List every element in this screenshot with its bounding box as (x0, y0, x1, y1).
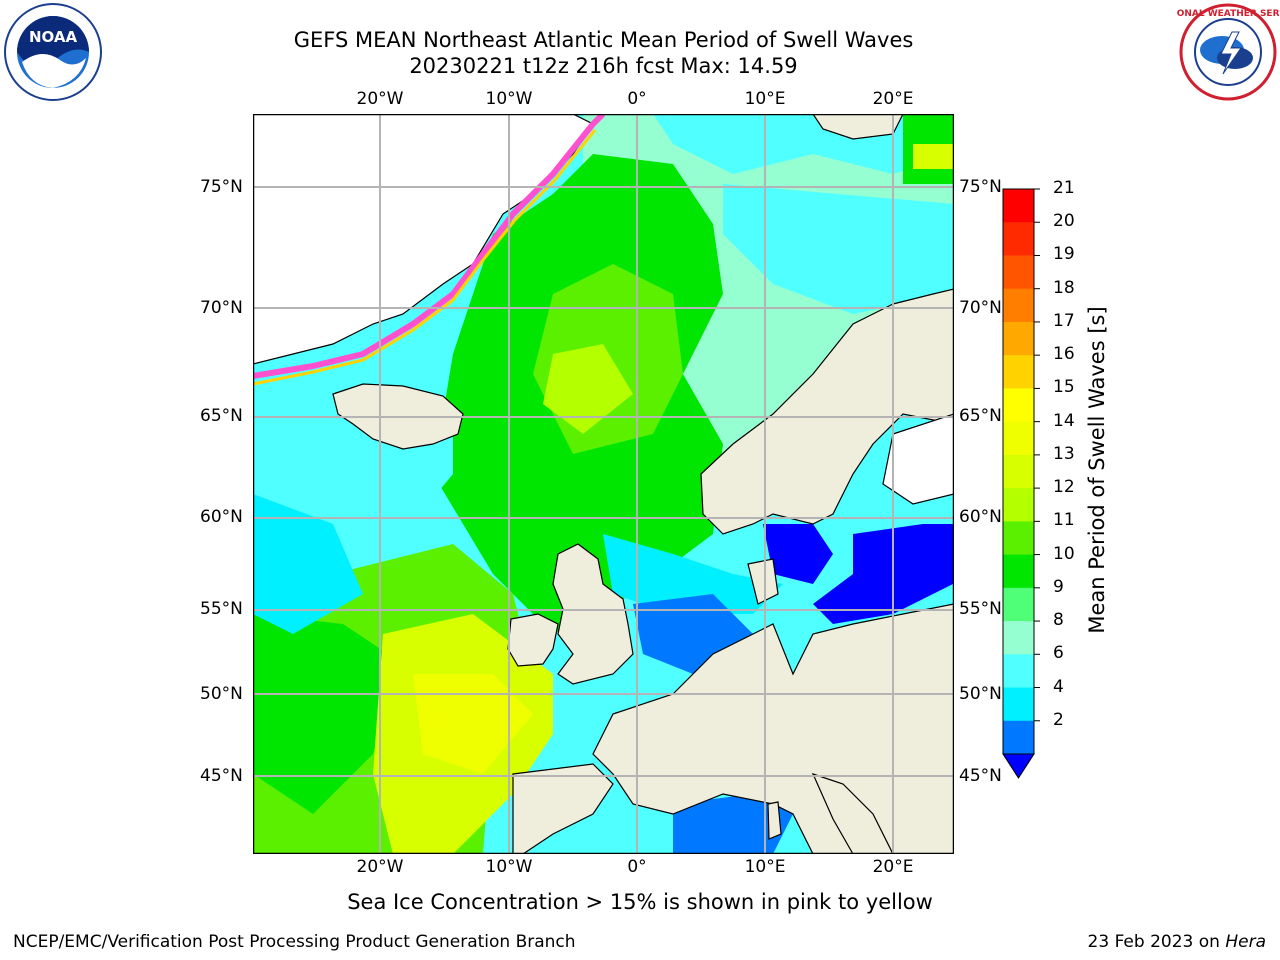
sea-ice-edge-inner (253, 129, 597, 386)
lat-label-left: 75°N (200, 177, 243, 197)
colorbar-label: Mean Period of Swell Waves [s] (1085, 306, 1109, 634)
colorbar-tick-label: 16 (1053, 344, 1075, 365)
lon-label-top: 20°E (872, 89, 914, 109)
lat-label-left: 55°N (200, 599, 243, 619)
colorbar-tick-label: 11 (1053, 510, 1075, 531)
footer-credit: NCEP/EMC/Verification Post Processing Pr… (13, 932, 576, 952)
lat-label-left: 45°N (200, 766, 243, 786)
colorbar-under-arrow (1002, 753, 1035, 779)
lat-label-right: 70°N (959, 298, 1002, 318)
footer-date-text: 23 Feb 2023 on (1087, 932, 1226, 952)
map-frame (253, 114, 954, 854)
lat-label-right: 65°N (959, 406, 1002, 426)
lat-label-right: 45°N (959, 766, 1002, 786)
colorbar-band (1003, 621, 1034, 655)
lon-label-top: 10°E (744, 89, 786, 109)
colorbar-tick-label: 8 (1053, 610, 1064, 631)
swell-period-field (253, 114, 954, 854)
colorbar-tick-label: 18 (1053, 277, 1075, 298)
lon-label-top: 0° (627, 89, 647, 109)
lat-label-left: 70°N (200, 298, 243, 318)
colorbar-tick-label: 6 (1053, 643, 1064, 664)
colorbar-tick-label: 2 (1053, 709, 1064, 730)
colorbar-band (1003, 554, 1034, 589)
colorbar-band (1003, 720, 1034, 755)
colorbar-band (1003, 521, 1034, 556)
colorbar-band (1003, 687, 1034, 722)
footer-host: Hera (1225, 932, 1266, 952)
colorbar-band (1003, 388, 1034, 423)
footer-date: 23 Feb 2023 on Hera (1088, 932, 1266, 952)
lon-label-top: 10°W (485, 89, 533, 109)
lon-label-bottom: 10°E (744, 857, 786, 877)
lon-label-bottom: 20°W (356, 857, 404, 877)
colorbar-tick-label: 17 (1053, 310, 1075, 331)
colorbar-tick-label: 20 (1053, 211, 1075, 232)
lon-label-top: 20°W (356, 89, 404, 109)
colorbar-tick-label: 10 (1053, 543, 1075, 564)
colorbar-tick-label: 4 (1053, 676, 1064, 697)
colorbar-frame (1002, 188, 1035, 755)
colorbar-band (1003, 454, 1034, 489)
sea-ice-note: Sea Ice Concentration > 15% is shown in … (347, 890, 933, 914)
noaa-logo: NOAA (4, 3, 102, 101)
nws-logo: NATIONAL WEATHER SERVICE (1177, 3, 1279, 101)
colorbar-tick-label: 15 (1053, 377, 1075, 398)
colorbar-band (1003, 488, 1034, 522)
chart-title: GEFS MEAN Northeast Atlantic Mean Period… (293, 28, 914, 52)
map-panel (253, 114, 954, 854)
colorbar-tick-label: 21 (1053, 178, 1075, 198)
lon-label-bottom: 10°W (485, 857, 533, 877)
colorbar-band (1003, 321, 1034, 356)
sea-ice-edge (253, 114, 606, 379)
lat-label-right: 55°N (959, 599, 1002, 619)
chart-subtitle: 20230221 t12z 216h fcst Max: 14.59 (409, 54, 798, 78)
colorbar-band (1003, 288, 1034, 323)
colorbar-tick-label: 9 (1053, 576, 1064, 597)
colorbar-band (1003, 587, 1034, 622)
colorbar-band (1003, 222, 1034, 256)
lat-label-left: 65°N (200, 406, 243, 426)
lat-label-right: 60°N (959, 507, 1002, 527)
lat-label-left: 60°N (200, 507, 243, 527)
colorbar-tick-label: 19 (1053, 244, 1075, 265)
colorbar-band (1003, 189, 1034, 223)
colorbar-tick-label: 13 (1053, 443, 1075, 464)
colorbar-band (1003, 355, 1034, 389)
lon-label-bottom: 20°E (872, 857, 914, 877)
colorbar (1002, 188, 1040, 779)
nws-logo-text: NATIONAL WEATHER SERVICE (1177, 9, 1279, 19)
noaa-logo-text: NOAA (29, 28, 78, 46)
lat-label-right: 50°N (959, 684, 1002, 704)
colorbar-band (1003, 654, 1034, 689)
colorbar-tick-label: 14 (1053, 410, 1075, 431)
colorbar-tick-label: 12 (1053, 477, 1075, 498)
lat-label-left: 50°N (200, 684, 243, 704)
graticule (253, 114, 954, 854)
colorbar-band (1003, 421, 1034, 456)
lat-label-right: 75°N (959, 177, 1002, 197)
lon-label-bottom: 0° (627, 857, 647, 877)
colorbar-band (1003, 255, 1034, 290)
